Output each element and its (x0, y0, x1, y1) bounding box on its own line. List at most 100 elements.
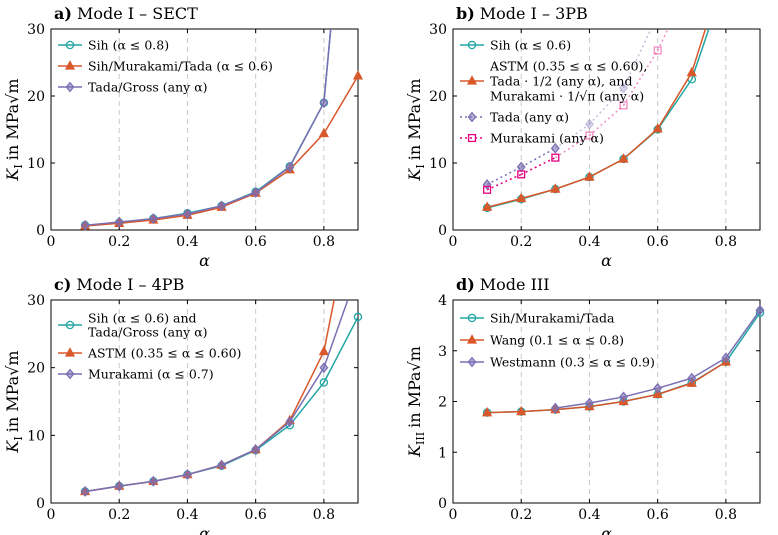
data-point (517, 170, 526, 179)
legend-marker (467, 356, 477, 368)
y-axis-unit: in MPa√m (3, 78, 22, 160)
x-tick-label: 0.2 (510, 234, 532, 250)
y-axis-subscript: I (12, 436, 25, 440)
legend-marker (467, 111, 477, 123)
series-segment (84, 485, 120, 493)
y-tick-label: 0 (438, 496, 447, 512)
data-point (482, 201, 493, 211)
data-point (755, 304, 765, 316)
series-segment (520, 156, 556, 176)
x-tick-label: 0.2 (108, 234, 130, 250)
series-1 (85, 75, 358, 227)
legend-marker (65, 320, 75, 330)
y-axis-unit: in MPa√m (3, 350, 22, 432)
series-segment (623, 387, 658, 398)
legend-label: Murakami (α ≤ 0.7) (88, 367, 214, 382)
series-2 (85, 29, 332, 227)
series-segment (187, 206, 222, 216)
x-axis-label: α (199, 524, 210, 535)
y-tick-label: 3 (438, 344, 447, 360)
data-point (251, 187, 261, 198)
series-segment (623, 393, 658, 403)
series-segment (221, 191, 256, 207)
series-segment (119, 219, 154, 225)
panel-title: c) Mode I – 4PB (54, 275, 184, 294)
legend-label: Wang (0.1 ≤ α ≤ 0.8) (490, 333, 624, 348)
panel-title-text: Mode III (480, 275, 550, 294)
legend-label: Tada/Gross (any α) (88, 80, 208, 95)
data-point (619, 101, 628, 110)
x-tick-label: 0 (47, 507, 56, 523)
y-tick-label: 0 (438, 223, 447, 239)
series-segment (289, 367, 325, 423)
data-point (285, 161, 295, 173)
series-segment (725, 309, 760, 359)
y-axis-subscript: I (12, 164, 25, 168)
series-2 (84, 300, 349, 493)
y-tick-label: 30 (27, 293, 45, 309)
series-segment (555, 405, 590, 411)
x-tick-label: 0.2 (510, 507, 532, 523)
panel-b: 0 0.2 0.4 0.6 0.8 0 10 20 30 b) Mode I – 3PB α KIin … (405, 4, 761, 270)
legend-marker (65, 81, 75, 93)
series-segment (486, 173, 522, 191)
legend-marker (466, 334, 478, 344)
y-tick-label: 10 (429, 156, 447, 172)
x-tick-label: 0.6 (245, 507, 267, 523)
legend-label: Tada/Gross (any α) (88, 325, 208, 340)
data-point (319, 362, 329, 374)
data-point (80, 219, 90, 231)
series-segment (289, 351, 325, 421)
data-point (585, 131, 594, 140)
data-point (584, 171, 595, 181)
y-tick-label: 10 (27, 156, 45, 172)
series-segment (187, 464, 222, 476)
x-axis-label: α (601, 524, 612, 535)
x-tick-label: 0.4 (578, 507, 600, 523)
legend-label: Sih (α ≤ 0.6) and (88, 311, 197, 326)
y-axis-symbol: K (405, 444, 424, 458)
legend-label: Murakami (any α) (490, 131, 604, 146)
x-tick-label: 0.2 (108, 507, 130, 523)
data-point (686, 66, 697, 77)
y-axis-label: KIin MPa√m (3, 350, 25, 453)
series-segment (119, 217, 154, 223)
data-point (687, 372, 697, 384)
series-segment (555, 402, 590, 409)
data-point (721, 352, 731, 364)
legend-label: Tada · 1/2 (any α), and (490, 74, 632, 89)
series-segment (725, 312, 760, 363)
series-segment (323, 75, 358, 134)
series-segment (622, 29, 652, 89)
legend-marker (466, 75, 478, 85)
series-segment (623, 128, 659, 160)
x-tick-label: 0.8 (715, 507, 737, 523)
series-segment (255, 424, 291, 451)
legend-marker (64, 60, 76, 70)
panel-c: 0 0.2 0.4 0.6 0.8 0 10 20 30 c) Mode I – 4PB α KIin … (3, 275, 363, 535)
y-tick-label: 10 (27, 428, 45, 444)
legend-label: ASTM (0.35 ≤ α ≤ 0.60) (87, 346, 241, 361)
data-point (183, 208, 192, 220)
series-segment (554, 123, 590, 149)
series-segment (589, 396, 624, 404)
series-segment (656, 29, 669, 51)
series-segment (520, 147, 556, 168)
series-segment (85, 221, 120, 227)
y-axis-label: KIII in MPa√m (405, 346, 427, 458)
y-axis-label: KIin MPa√m (3, 78, 25, 181)
series-1 (487, 361, 727, 414)
data-point (516, 161, 526, 173)
data-point (550, 142, 560, 154)
series-segment (289, 133, 325, 171)
data-point (585, 397, 594, 409)
series-segment (153, 213, 188, 220)
data-point (183, 469, 192, 481)
data-point (114, 480, 124, 492)
data-point (217, 459, 226, 471)
legend-marker (467, 133, 477, 143)
series-segment (85, 222, 120, 227)
y-axis-unit: in MPa√m (405, 78, 424, 160)
y-tick-label: 20 (27, 89, 45, 105)
